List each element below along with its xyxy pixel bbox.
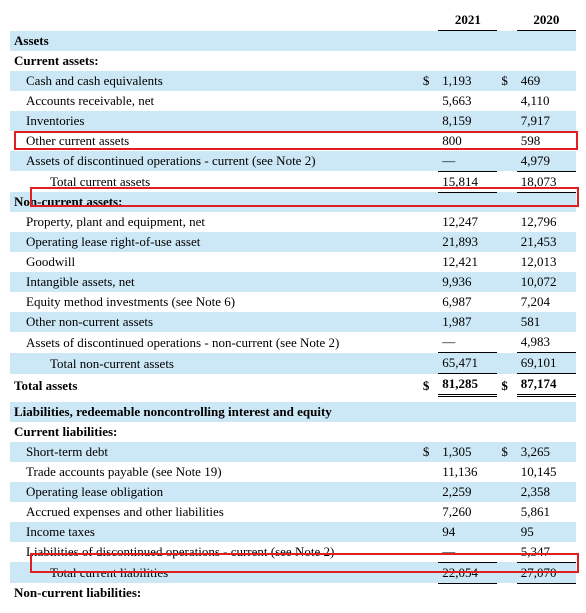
val-2020-cash: 469 [517,71,576,91]
current-liabilities-heading: Current liabilities: [10,422,419,442]
row-intangibles: Intangible assets, net 9,936 10,072 [10,272,576,292]
row-total-current-liabilities: Total current liabilities 22,054 27,070 [10,562,576,583]
row-goodwill: Goodwill 12,421 12,013 [10,252,576,272]
row-liab-disc-ops: Liabilities of discontinued operations -… [10,542,576,563]
liabilities-heading: Liabilities, redeemable noncontrolling i… [10,402,419,422]
row-accrued-expenses: Accrued expenses and other liabilities 7… [10,502,576,522]
header-row: 2021 2020 [10,10,576,31]
row-inventories: Inventories 8,159 7,917 [10,111,576,131]
row-other-nca: Other non-current assets 1,987 581 [10,312,576,332]
row-lease-obligation: Operating lease obligation 2,259 2,358 [10,482,576,502]
non-current-assets-heading: Non-current assets: [10,192,419,212]
val-2021-cash: 1,193 [438,71,497,91]
row-ppe: Property, plant and equipment, net 12,24… [10,212,576,232]
row-rou-asset: Operating lease right-of-use asset 21,89… [10,232,576,252]
row-other-current-assets: Other current assets 800 598 [10,131,576,151]
row-total-assets: Total assets $ 81,285 $ 87,174 [10,374,576,396]
row-equity-method: Equity method investments (see Note 6) 6… [10,292,576,312]
label-cash: Cash and cash equivalents [10,71,419,91]
balance-sheet-table: 2021 2020 Assets Current assets: Cash an… [10,10,576,603]
assets-heading: Assets [10,31,419,51]
row-disc-ops-current: Assets of discontinued operations - curr… [10,151,576,172]
current-assets-heading: Current assets: [10,51,419,71]
row-cash: Cash and cash equivalents $ 1,193 $ 469 [10,71,576,91]
row-trade-payables: Trade accounts payable (see Note 19) 11,… [10,462,576,482]
row-ar: Accounts receivable, net 5,663 4,110 [10,91,576,111]
row-income-taxes: Income taxes 94 95 [10,522,576,542]
year-2021: 2021 [438,10,497,31]
non-current-liabilities-heading: Non-current liabilities: [10,583,419,603]
row-total-nca: Total non-current assets 65,471 69,101 [10,353,576,374]
row-disc-ops-noncurrent: Assets of discontinued operations - non-… [10,332,576,353]
year-2020: 2020 [517,10,576,31]
row-short-term-debt: Short-term debt $ 1,305 $ 3,265 [10,442,576,462]
row-total-current-assets: Total current assets 15,814 18,073 [10,171,576,192]
